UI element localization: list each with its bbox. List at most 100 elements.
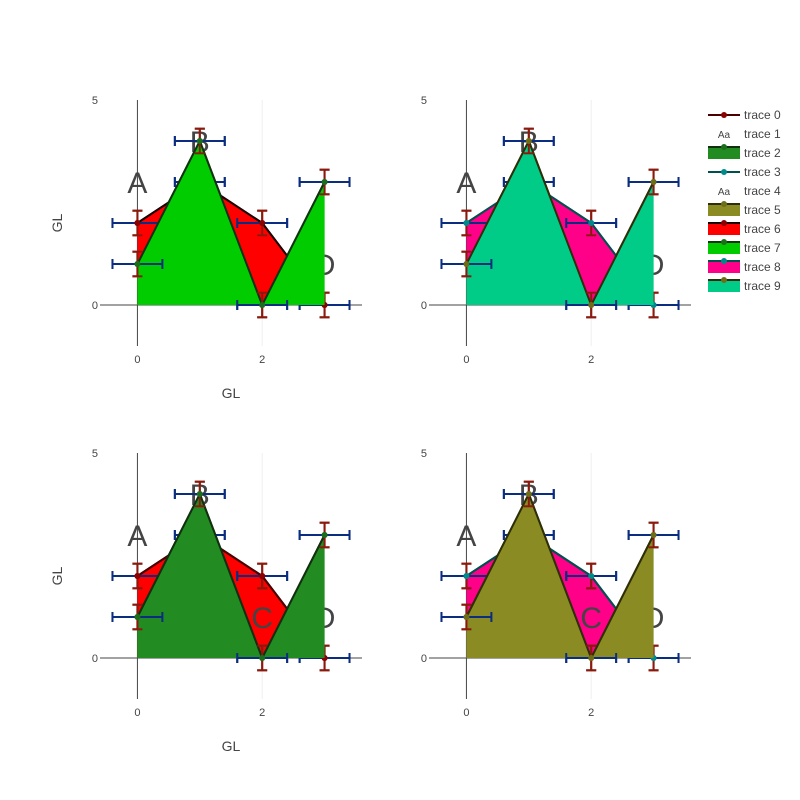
data-point	[259, 573, 266, 579]
series-trace-2	[111, 480, 351, 672]
y-tick-label: 5	[421, 448, 427, 460]
series-line	[136, 140, 326, 306]
legend-marker	[721, 112, 727, 118]
data-point	[588, 573, 595, 579]
legend-text-swatch: Aa	[718, 187, 731, 198]
legend-marker	[721, 201, 727, 207]
series-line	[136, 493, 326, 659]
series-trace-9	[440, 127, 680, 319]
legend-area-swatch	[708, 147, 740, 159]
y-axis-title: GL	[49, 213, 65, 232]
data-point	[134, 261, 141, 267]
legend-item: trace 5	[708, 201, 781, 217]
legend: trace 0 Aa trace 1 trace 2 trace 3 Aa trace 4 t…	[708, 108, 781, 293]
data-point	[650, 532, 657, 538]
legend-label: trace 2	[744, 146, 781, 160]
legend-marker	[721, 277, 727, 283]
data-point	[463, 261, 470, 267]
x-tick-label: 0	[134, 707, 140, 719]
legend-item: trace 8	[708, 258, 781, 274]
y-tick-label: 5	[92, 448, 98, 460]
x-tick-label: 2	[588, 707, 594, 719]
y-tick-label: 0	[92, 300, 98, 312]
data-point	[463, 614, 470, 620]
legend-marker	[721, 169, 727, 175]
legend-label: trace 7	[744, 241, 781, 255]
data-point	[463, 220, 470, 226]
legend-marker	[721, 220, 727, 226]
legend-item: Aa trace 4	[718, 184, 781, 198]
plot-area: 0205GLGLABCD0205ABCD0205GLGLABCD0205ABCD	[49, 95, 691, 754]
data-point	[588, 220, 595, 226]
legend-label: trace 3	[744, 165, 781, 179]
data-point	[650, 179, 657, 185]
data-point	[134, 573, 141, 579]
legend-label: trace 9	[744, 279, 781, 293]
subplot-bottom-left: 0205GLGLABCD	[49, 448, 362, 754]
data-point	[196, 138, 203, 144]
legend-item: trace 9	[708, 277, 781, 293]
data-text-label: C	[580, 602, 602, 635]
y-tick-label: 0	[92, 653, 98, 665]
data-point	[588, 302, 595, 308]
data-text-label: A	[127, 520, 147, 553]
legend-area-swatch	[708, 261, 740, 273]
x-axis-title: GL	[222, 385, 241, 401]
y-tick-label: 0	[421, 653, 427, 665]
series-line	[465, 140, 655, 306]
y-tick-label: 5	[92, 95, 98, 107]
data-point	[259, 655, 266, 661]
legend-item: trace 2	[708, 144, 781, 160]
legend-label: trace 6	[744, 222, 781, 236]
data-point	[525, 491, 532, 497]
x-tick-label: 0	[463, 354, 469, 366]
series-trace-7	[111, 127, 351, 319]
y-axis-title: GL	[49, 566, 65, 585]
data-point	[463, 573, 470, 579]
legend-area-swatch	[708, 204, 740, 216]
x-tick-label: 0	[134, 354, 140, 366]
data-point	[321, 179, 328, 185]
x-tick-label: 0	[463, 707, 469, 719]
legend-item: trace 7	[708, 239, 781, 255]
legend-label: trace 5	[744, 203, 781, 217]
legend-label: trace 8	[744, 260, 781, 274]
data-point	[196, 491, 203, 497]
legend-label: trace 0	[744, 108, 781, 122]
legend-item: trace 3	[708, 165, 781, 179]
subplot-bottom-right: 0205ABCD	[421, 448, 691, 719]
legend-area-swatch	[708, 242, 740, 254]
legend-label: trace 1	[744, 127, 781, 141]
legend-item: trace 0	[708, 108, 781, 122]
legend-area-swatch	[708, 223, 740, 235]
x-axis-title: GL	[222, 738, 241, 754]
subplot-top-right: 0205ABCD	[421, 95, 691, 366]
legend-marker	[721, 239, 727, 245]
legend-label: trace 4	[744, 184, 781, 198]
y-tick-label: 0	[421, 300, 427, 312]
legend-text-swatch: Aa	[718, 130, 731, 141]
data-text-label: C	[251, 602, 273, 635]
data-point	[588, 655, 595, 661]
subplot-top-left: 0205GLGLABCD	[49, 95, 362, 401]
y-tick-label: 5	[421, 95, 427, 107]
data-point	[259, 220, 266, 226]
data-point	[134, 614, 141, 620]
data-point	[525, 138, 532, 144]
legend-marker	[721, 144, 727, 150]
legend-item: Aa trace 1	[718, 127, 781, 141]
data-point	[259, 302, 266, 308]
x-tick-label: 2	[259, 354, 265, 366]
x-tick-label: 2	[588, 354, 594, 366]
data-point	[134, 220, 141, 226]
data-text-label: A	[456, 520, 476, 553]
series-trace-5	[440, 480, 680, 672]
x-tick-label: 2	[259, 707, 265, 719]
data-text-label: A	[456, 167, 476, 200]
legend-marker	[721, 258, 727, 264]
data-text-label: A	[127, 167, 147, 200]
series-line	[465, 493, 655, 659]
legend-area-swatch	[708, 280, 740, 292]
legend-item: trace 6	[708, 220, 781, 236]
